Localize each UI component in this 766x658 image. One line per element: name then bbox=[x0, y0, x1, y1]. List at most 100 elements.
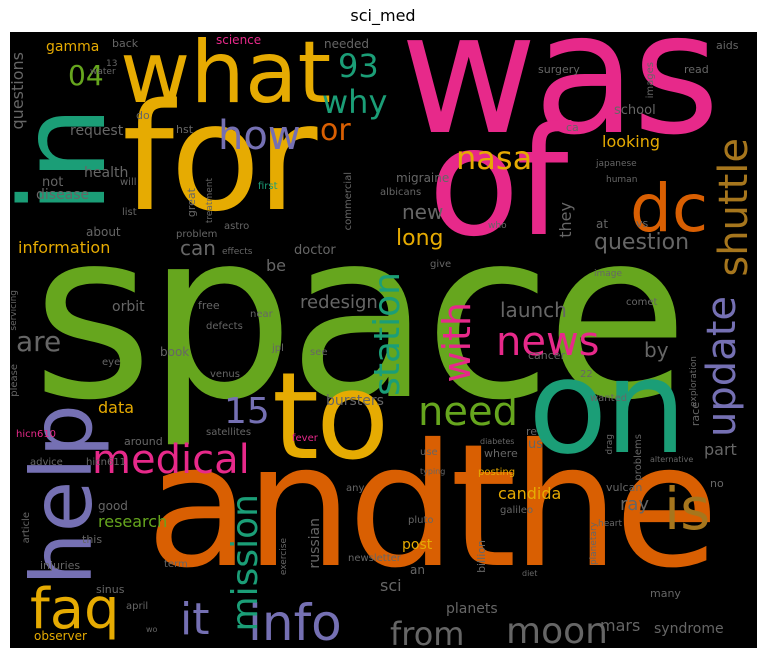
word-effects: effects bbox=[222, 247, 253, 257]
word-information: information bbox=[18, 238, 111, 257]
word-hicn611: hicn611 bbox=[86, 457, 127, 468]
word-question: question bbox=[594, 230, 690, 255]
word-how: how bbox=[218, 113, 301, 159]
word-re: re bbox=[526, 425, 538, 438]
word-are: are bbox=[16, 325, 62, 358]
word-good: good bbox=[98, 499, 128, 513]
word-sinus: sinus bbox=[96, 583, 125, 596]
word-04: 04 bbox=[68, 59, 104, 92]
word-what: what bbox=[120, 32, 332, 123]
word-diet: diet bbox=[522, 569, 538, 578]
word-cancer: cancer bbox=[528, 349, 566, 362]
word-observer: observer bbox=[34, 629, 87, 643]
word-where: where bbox=[484, 447, 518, 460]
word-research: research bbox=[98, 512, 168, 531]
word-injuries: injuries bbox=[40, 559, 81, 572]
word-with: with bbox=[435, 302, 479, 383]
word-school: school bbox=[614, 103, 656, 118]
word-mission: mission bbox=[225, 494, 266, 632]
word-image: image bbox=[594, 269, 623, 279]
word-not: not bbox=[42, 175, 64, 190]
word-russian: russian bbox=[307, 518, 323, 569]
word-an: an bbox=[410, 563, 425, 577]
word-give: give bbox=[430, 259, 452, 270]
word-defects: defects bbox=[206, 321, 243, 332]
word-candida: candida bbox=[498, 484, 562, 503]
word-15: 15 bbox=[224, 391, 270, 432]
word-albicans: albicans bbox=[380, 187, 422, 198]
word-info: info bbox=[248, 594, 342, 648]
word-please: please bbox=[10, 364, 20, 397]
word-images: images bbox=[645, 62, 656, 99]
word-book: book bbox=[160, 345, 190, 359]
word-and: and bbox=[146, 408, 456, 606]
word-comet: comet bbox=[626, 297, 658, 308]
word-planets: planets bbox=[446, 601, 498, 617]
word-sci: sci bbox=[380, 576, 402, 595]
word-wanted: wanted bbox=[590, 393, 628, 404]
word-exercise: exercise bbox=[279, 538, 289, 576]
word-gamma: gamma bbox=[46, 39, 100, 55]
word-space: space bbox=[32, 181, 689, 451]
word-need: need bbox=[418, 389, 518, 435]
word-hst: hst bbox=[176, 123, 194, 136]
word-billion: billion bbox=[475, 540, 488, 573]
word-moon: moon bbox=[506, 611, 608, 649]
word-questions: questions bbox=[10, 52, 27, 130]
word-no: no bbox=[710, 477, 724, 490]
word-pluto: pluto bbox=[408, 515, 434, 526]
word-about: about bbox=[86, 225, 121, 239]
word-problem: problem bbox=[176, 229, 218, 240]
word-13: 13 bbox=[106, 59, 118, 69]
word-long: long bbox=[396, 226, 444, 251]
word-astro: astro bbox=[224, 221, 250, 232]
word-vulcan: vulcan bbox=[606, 481, 643, 494]
word-aids: aids bbox=[716, 39, 739, 52]
word-vs: vs bbox=[636, 217, 649, 230]
word-back: back bbox=[112, 37, 139, 50]
word-see: see bbox=[310, 347, 328, 358]
figure-title: sci_med bbox=[350, 6, 416, 25]
word-part: part bbox=[704, 440, 737, 459]
word-wo: wo bbox=[146, 625, 158, 634]
word-was: was bbox=[400, 32, 720, 172]
word-problems: problems bbox=[633, 434, 644, 481]
word-the: the bbox=[450, 408, 719, 606]
word-list: list bbox=[122, 207, 137, 218]
word-article: article bbox=[21, 512, 32, 544]
word-it: it bbox=[180, 594, 210, 645]
word-any: any bbox=[346, 483, 365, 494]
word-post: post bbox=[402, 537, 433, 553]
word-93: 93 bbox=[338, 47, 379, 85]
word-hicn610: hicn610 bbox=[16, 429, 57, 440]
word-will: will bbox=[120, 177, 137, 188]
word-newsletter: newsletter bbox=[348, 553, 401, 564]
word-planetary: planetary bbox=[589, 522, 599, 566]
word-orbit: orbit bbox=[112, 299, 145, 315]
word-japanese: japanese bbox=[596, 159, 637, 169]
word-why: why bbox=[322, 83, 388, 121]
word-who: who bbox=[488, 221, 507, 231]
word-cloud: space was for and the of on to in help w… bbox=[10, 32, 757, 648]
word-around: around bbox=[124, 435, 163, 448]
word-to: to bbox=[272, 348, 389, 487]
word-this: this bbox=[82, 533, 103, 546]
word-fever: fever bbox=[292, 433, 318, 444]
word-venus: venus bbox=[210, 369, 240, 380]
word-redesign: redesign bbox=[300, 292, 378, 313]
word-launch: launch bbox=[500, 298, 567, 322]
word-heart: heart bbox=[598, 519, 622, 529]
word-science: science bbox=[216, 33, 262, 47]
word-needed: needed bbox=[324, 37, 369, 51]
word-advice: advice bbox=[30, 457, 63, 468]
word-alternative: alternative bbox=[650, 455, 694, 464]
word-new: new bbox=[402, 200, 444, 224]
word-mars: mars bbox=[600, 616, 641, 635]
word-term: term bbox=[164, 559, 188, 570]
word-update: update bbox=[699, 296, 745, 437]
word-use: use bbox=[420, 447, 438, 458]
word-april: april bbox=[126, 601, 149, 612]
word-typing: typing bbox=[420, 467, 446, 476]
word-22: 22 bbox=[580, 369, 593, 380]
word-doctor: doctor bbox=[294, 243, 336, 258]
